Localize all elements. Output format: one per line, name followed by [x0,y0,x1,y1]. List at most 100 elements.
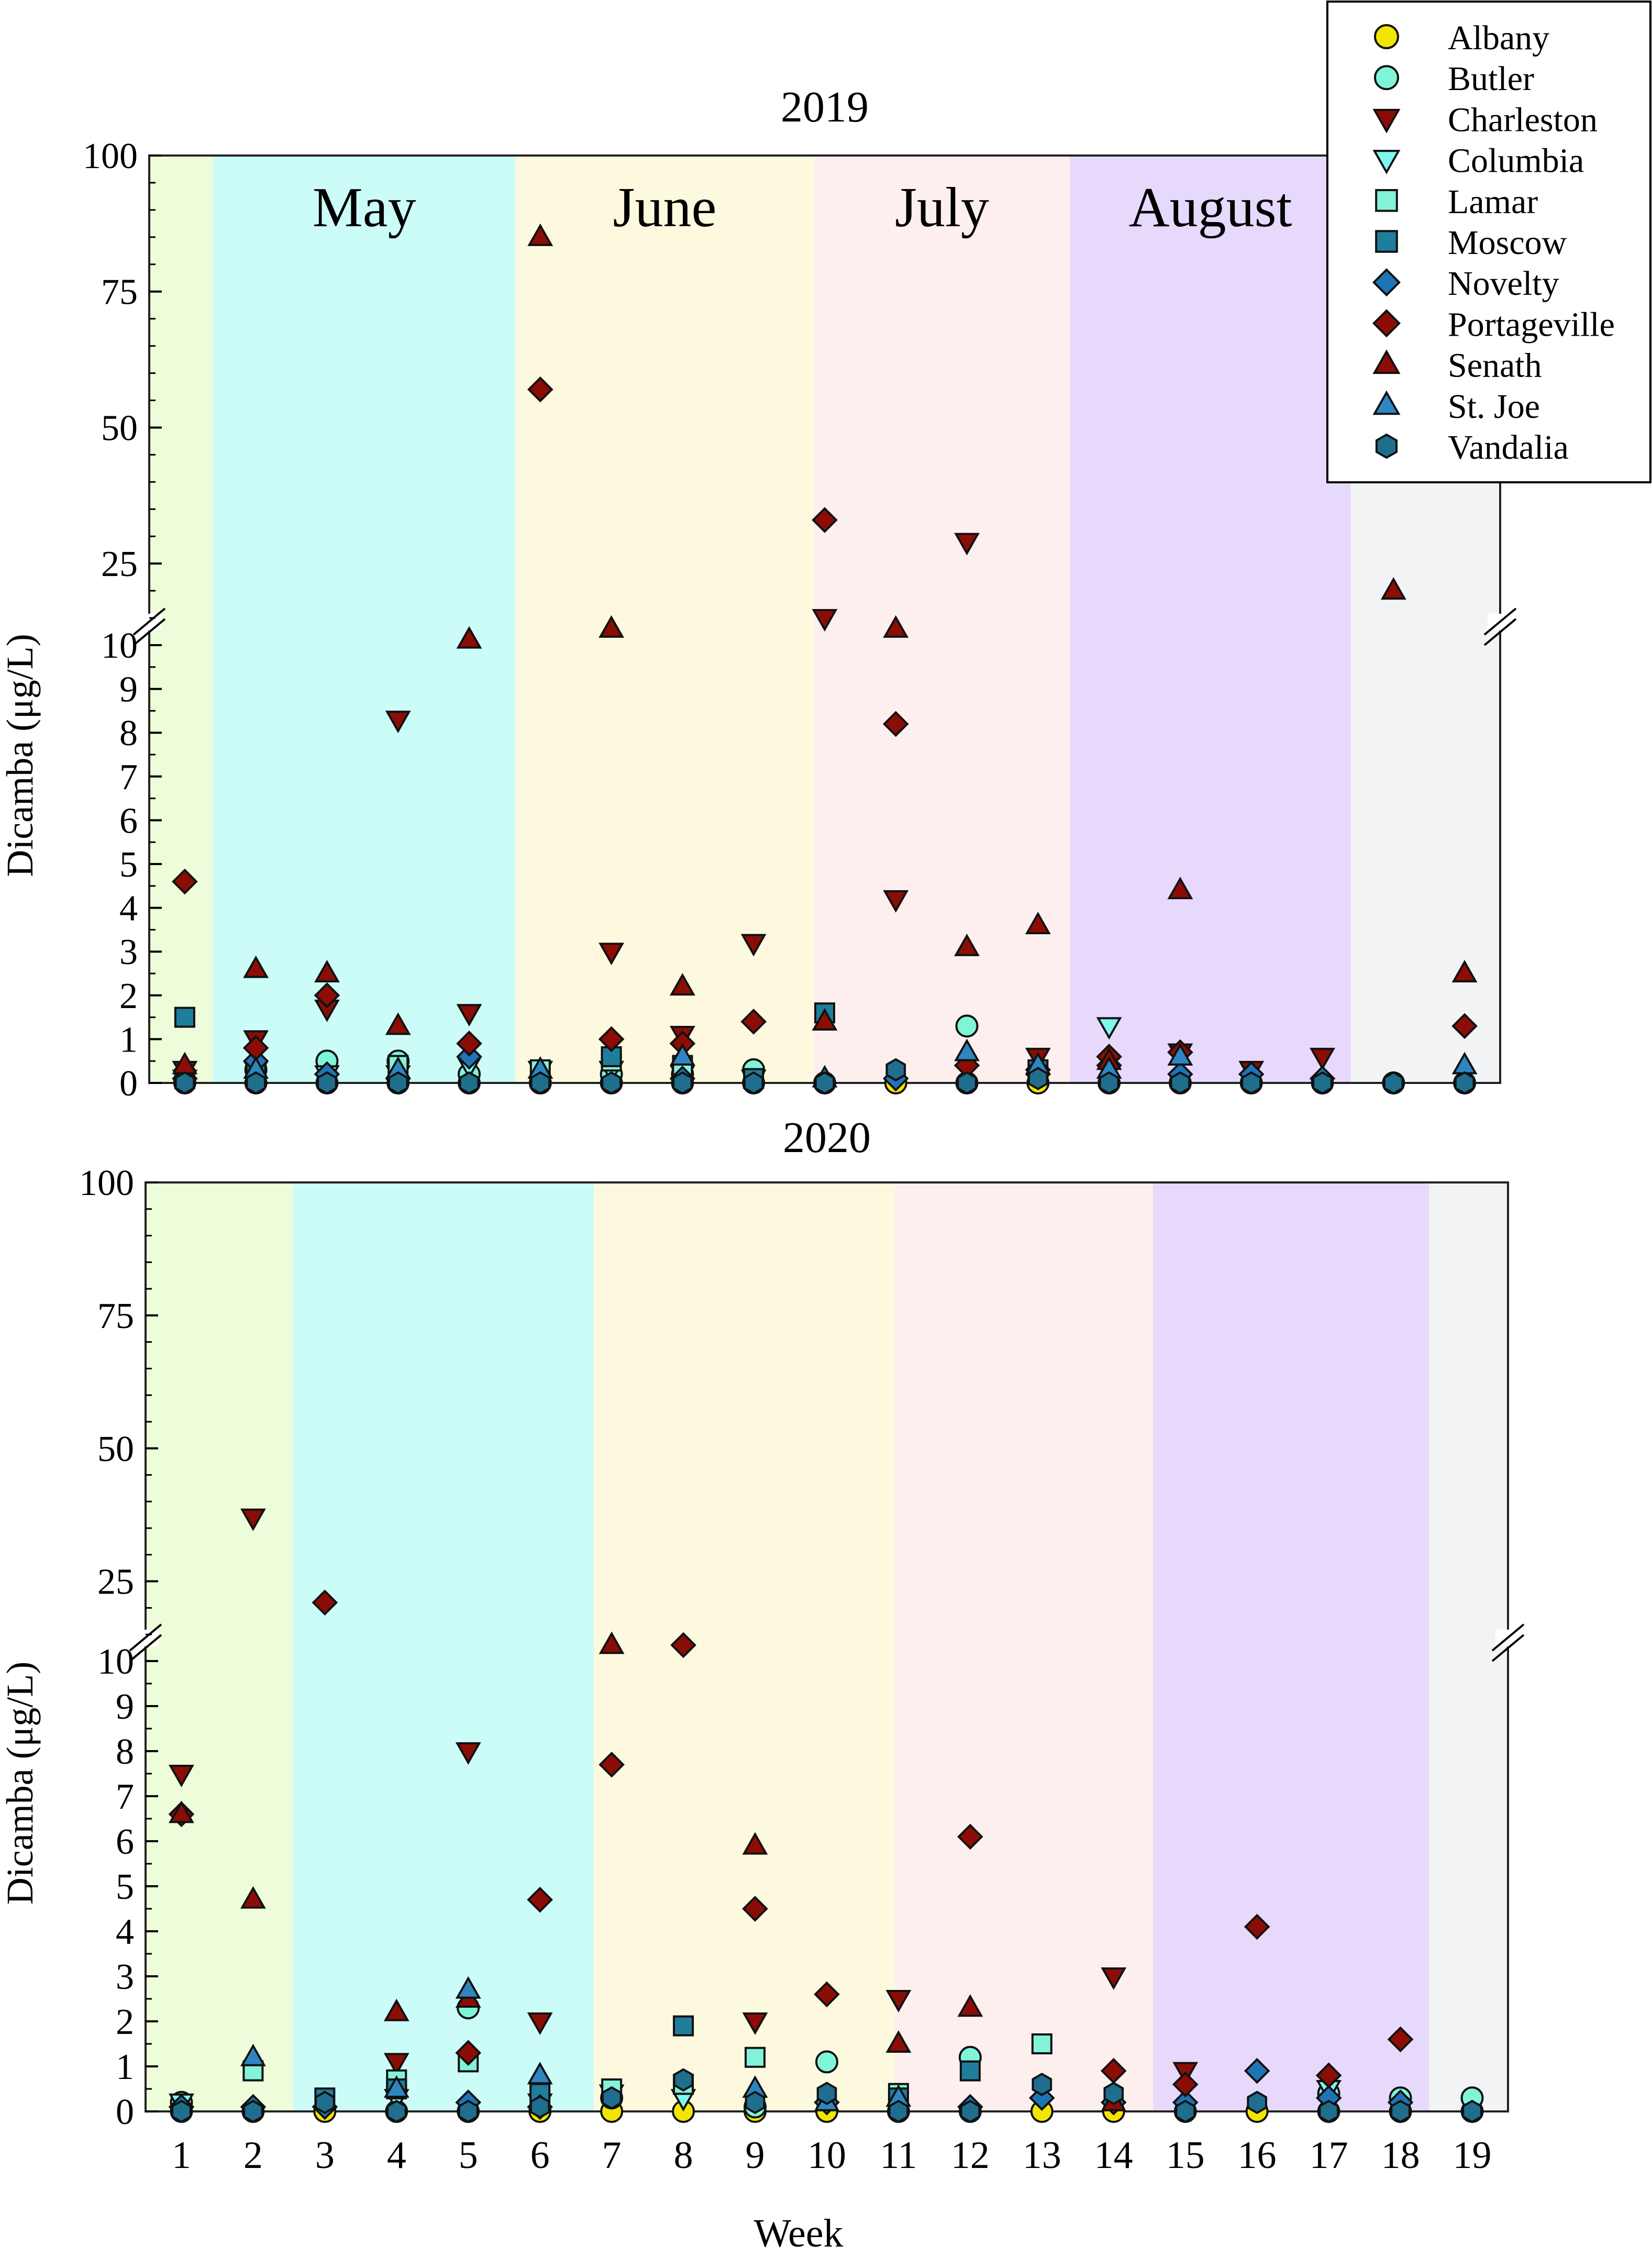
x-tick-label: 14 [1094,2134,1133,2177]
y-tick-label: 50 [101,408,138,448]
point-senath [314,959,340,982]
point-st-joe [455,1976,481,1999]
point-portageville [172,868,198,895]
point-st-joe [669,1043,695,1066]
point-vandalia [1170,1071,1191,1095]
point-portageville [1244,1913,1270,1940]
legend-label-lamar: Lamar [1448,183,1538,221]
y-tick-label: 6 [119,801,138,841]
point-vandalia [174,1071,195,1095]
legend-label-butler: Butler [1448,60,1534,98]
x-tick-label: 1 [172,2134,191,2177]
point-vandalia [530,1071,551,1095]
point-charleston [169,1765,194,1788]
point-columbia [1096,1017,1122,1040]
month-band-2 [593,1182,895,2111]
point-senath [1025,911,1051,935]
point-moscow [673,2015,694,2037]
x-tick-label: 7 [602,2134,622,2177]
y-tick-label: 50 [97,1429,134,1469]
y-tick-label: 9 [116,1687,134,1727]
point-vandalia [672,1071,693,1095]
point-portageville [598,1751,625,1778]
y-tick-label: 75 [101,272,138,313]
point-charleston [383,2053,409,2076]
point-senath [383,1998,409,2021]
legend-label-st-joe: St. Joe [1448,388,1540,426]
point-vandalia [885,1058,906,1082]
point-senath [742,1832,768,1855]
point-vandalia [960,2099,981,2123]
point-senath [1167,877,1193,900]
y-tick-label: 10 [97,1642,134,1682]
month-band-4 [1153,1182,1429,2111]
legend-marker-portageville [1372,309,1401,338]
y-tick-label: 100 [83,136,138,176]
legend-marker-moscow [1375,230,1398,253]
point-senath [957,1994,983,2017]
point-vandalia [888,2099,909,2123]
y-axis-label: Dicamba (μg/L) [0,1662,41,1905]
y-tick-label: 3 [119,932,138,972]
point-vandalia [386,2099,407,2123]
point-vandalia [171,2099,192,2123]
y-tick-label: 0 [119,1064,138,1104]
x-tick-label: 19 [1453,2134,1492,2177]
series-vandalia [174,1058,1475,1095]
point-vandalia [1103,2082,1124,2105]
x-tick-label: 11 [880,2134,917,2177]
legend-marker-vandalia [1375,433,1398,459]
point-vandalia [601,2086,622,2110]
point-senath [598,615,625,638]
point-portageville [1451,1013,1478,1039]
panel-title: 2020 [783,1113,871,1162]
y-tick-label: 1 [116,2047,134,2087]
legend-label-novelty: Novelty [1448,264,1559,303]
legend-marker-st-joe [1372,390,1401,415]
point-vandalia [601,1071,622,1095]
series-senath [169,1631,1127,2111]
point-vandalia [243,2099,263,2123]
month-band-1 [213,156,516,1083]
legend-marker-charleston [1372,108,1401,134]
point-portageville [957,1823,983,1850]
point-senath [669,973,695,996]
point-portageville [312,1589,338,1616]
x-tick-label: 3 [315,2134,335,2177]
point-portageville [882,711,909,737]
legend-marker-butler [1373,65,1400,91]
point-senath [456,626,482,649]
y-axis-label: Dicamba (μg/L) [0,634,41,877]
y-tick-label: 9 [119,670,138,710]
legend-label-moscow: Moscow [1448,224,1567,262]
series-st-joe [240,1976,912,2111]
point-portageville [527,1886,553,1913]
y-tick-label: 4 [119,889,138,929]
axis-break-mark [132,607,166,636]
point-senath [1380,577,1406,600]
legend-marker-albany [1373,24,1400,49]
point-vandalia [673,2068,694,2092]
y-tick-label: 2 [116,2002,134,2042]
point-lamar [745,2046,766,2068]
legend-marker-lamar [1375,189,1398,212]
y-tick-label: 8 [119,713,138,754]
x-tick-label: 5 [459,2134,478,2177]
y-tick-label: 25 [101,544,138,584]
point-vandalia [814,1071,835,1095]
x-tick-label: 15 [1166,2134,1205,2177]
panel-title: 2019 [781,83,869,131]
point-portageville [1387,2026,1414,2053]
legend-marker-senath [1372,349,1401,374]
x-tick-label: 6 [530,2134,550,2177]
y-tick-label: 2 [119,976,138,1016]
point-portageville [1172,2071,1199,2098]
point-charleston [742,2012,768,2035]
axis-break-mark [129,1634,162,1662]
y-tick-label: 5 [116,1867,134,1907]
point-vandalia [529,2095,550,2119]
point-vandalia [1028,1067,1048,1090]
month-band-5 [1429,1182,1508,2111]
